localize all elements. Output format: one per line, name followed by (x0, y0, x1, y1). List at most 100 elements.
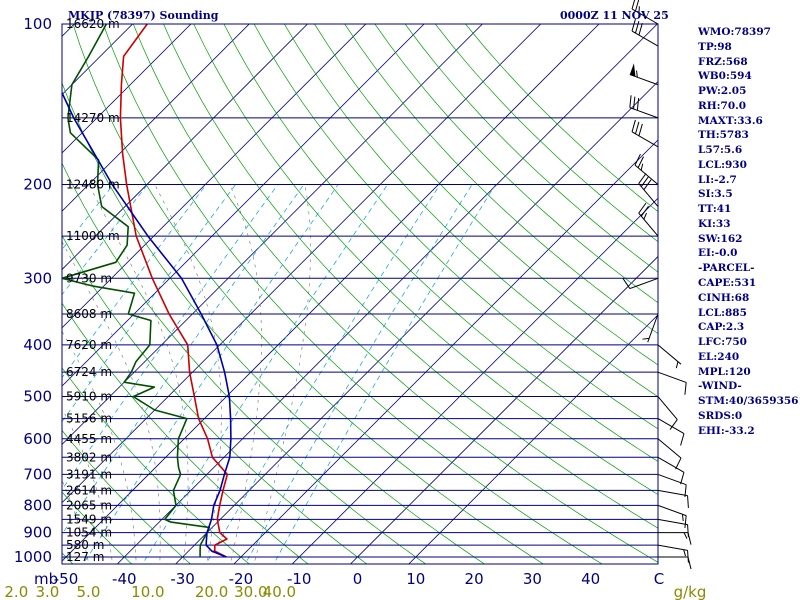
mixing-ratio-line (62, 184, 236, 423)
pressure-tick-label: 900 (23, 524, 52, 542)
height-label: 5910 m (66, 390, 112, 404)
stat-line: CAP:2.3 (698, 321, 745, 334)
stat-line: TP:98 (698, 40, 732, 53)
height-label: 4455 m (66, 432, 112, 446)
temperature-tick-label: -30 (170, 570, 195, 588)
dry-adiabat-line (193, 24, 658, 495)
valid-time: 0000Z 11 NOV 25 (560, 9, 669, 22)
stat-line: MPL:120 (698, 365, 751, 378)
stat-line: EI:-0.0 (698, 247, 738, 260)
parcel-trace (62, 90, 232, 558)
dry-adiabat-line (102, 24, 603, 564)
height-label: 127 m (66, 550, 104, 564)
temperature-tick-label: 20 (465, 570, 484, 588)
moist-adiabat-line (154, 184, 222, 564)
wind-barb (657, 344, 682, 369)
mixing-ratio-tick-label: 3.0 (35, 583, 59, 600)
wind-barb (638, 173, 659, 207)
pressure-tick-label: 800 (23, 496, 52, 514)
height-label: 1054 m (66, 526, 112, 540)
dewpoint-trace (62, 24, 211, 557)
stat-line: SRDS:0 (698, 409, 743, 422)
height-label: 14270 m (66, 111, 120, 125)
wind-barb (657, 504, 687, 528)
temperature-tick-label: 30 (523, 570, 542, 588)
mixing-ratio-line (273, 184, 496, 564)
wind-barb (657, 489, 689, 508)
stat-line: RH:70.0 (698, 99, 747, 112)
stat-line: L57:5.6 (698, 144, 743, 157)
stat-line: EL:240 (698, 350, 740, 363)
mixing-ratio-line (205, 184, 441, 564)
wind-barb (629, 63, 659, 86)
stat-line: CINH:68 (698, 291, 750, 304)
height-label: 5156 m (66, 412, 112, 426)
temperature-trace (119, 24, 229, 558)
height-label: 12480 m (66, 177, 120, 191)
stat-line: EHI:-33.2 (698, 424, 755, 437)
stat-line: LI:-2.7 (698, 173, 737, 186)
mixing-ratio-tick-label: 40.0 (263, 583, 296, 600)
isotherm-line (62, 24, 425, 387)
moist-adiabat-line (62, 407, 113, 564)
pressure-tick-label: 1000 (14, 548, 52, 566)
mixing-ratio-unit-label: g/kg (674, 583, 707, 600)
isotherm-line (62, 24, 250, 212)
wind-barb (658, 532, 692, 545)
temperature-tick-label: -40 (112, 570, 137, 588)
height-label: 7620 m (66, 338, 112, 352)
stat-line: PW:2.05 (698, 85, 747, 98)
dry-adiabat-line (62, 367, 250, 564)
moist-adiabat-line (62, 330, 137, 564)
mixing-ratio-tick-label: 10.0 (131, 583, 164, 600)
height-label: 2614 m (66, 483, 112, 497)
wind-barb (629, 95, 659, 119)
dry-adiabat-line (0, 24, 18, 568)
pressure-tick-label: 100 (23, 15, 52, 33)
pressure-tick-label: 600 (23, 430, 52, 448)
wind-barb (657, 456, 685, 485)
height-label: 9730 m (66, 271, 112, 285)
isotherm-line (175, 81, 658, 564)
mixing-ratio-tick-label: 5.0 (77, 583, 101, 600)
wind-barb (657, 473, 687, 498)
stat-line: SI:3.5 (698, 188, 733, 201)
stat-line: LCL:885 (698, 306, 747, 319)
dry-adiabat-line (223, 24, 658, 462)
temperature-tick-label: -10 (287, 570, 312, 588)
height-label: 580 m (66, 538, 104, 552)
pressure-tick-label: 700 (23, 465, 52, 483)
stat-line: MAXT:33.6 (698, 114, 763, 127)
dry-adiabat-line (253, 24, 658, 430)
temperature-unit-label: C (654, 570, 664, 588)
wind-barb (657, 438, 682, 470)
isotherm-line (349, 255, 658, 564)
plot-frame (61, 23, 659, 565)
pressure-unit-label: mb (34, 570, 58, 588)
dry-adiabat-line (72, 24, 544, 564)
stat-line: TH:5783 (698, 129, 749, 142)
stats-panel: WMO:78397 TP:98 FRZ:568 WB0:594 PW:2.05 RH:70… (698, 25, 800, 438)
mixing-ratio-line (244, 184, 473, 564)
stat-line: SW:162 (698, 232, 743, 245)
dry-adiabat-line (62, 429, 192, 564)
dry-adiabat-line (374, 24, 658, 304)
wind-barb (634, 153, 659, 185)
dry-adiabat-line (344, 24, 658, 335)
dry-adiabat-line (163, 24, 658, 529)
height-label: 11000 m (66, 229, 120, 243)
isotherm-line (408, 314, 658, 564)
wind-barb (631, 19, 659, 47)
height-label: 3802 m (66, 450, 112, 464)
stat-line: TT:41 (698, 203, 732, 216)
isotherm-line (233, 139, 658, 564)
height-label: 6724 m (66, 365, 112, 379)
isotherm-line (116, 24, 658, 564)
stat-line: WMO:78397 (698, 26, 771, 38)
isotherm-line (62, 24, 483, 445)
pressure-tick-label: 400 (23, 336, 52, 354)
dry-adiabat-line (62, 491, 133, 564)
wind-barb (622, 277, 659, 290)
dry-adiabat-line (62, 302, 309, 564)
moist-adiabat-line (88, 184, 189, 564)
